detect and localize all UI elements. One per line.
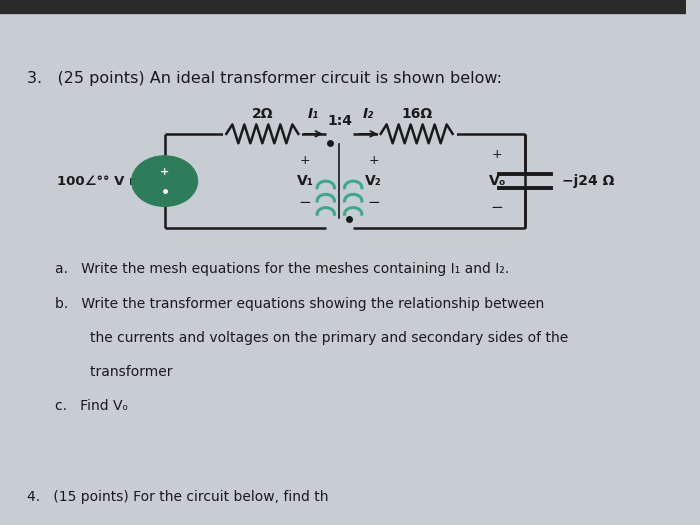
Text: a.   Write the mesh equations for the meshes containing I₁ and I₂.: a. Write the mesh equations for the mesh… [55, 262, 509, 277]
Text: −: − [368, 195, 380, 209]
Text: +: + [368, 154, 379, 166]
Text: V₁: V₁ [297, 174, 314, 188]
Text: the currents and voltages on the primary and secondary sides of the: the currents and voltages on the primary… [55, 331, 568, 345]
Text: I₁: I₁ [308, 107, 319, 121]
Text: V₂: V₂ [365, 174, 382, 188]
Text: −: − [491, 200, 503, 215]
Text: I₂: I₂ [363, 107, 374, 121]
Circle shape [132, 156, 197, 206]
Text: Vₒ: Vₒ [489, 174, 506, 188]
Text: c.   Find Vₒ: c. Find Vₒ [55, 399, 128, 413]
Text: 4.   (15 points) For the circuit below, find th: 4. (15 points) For the circuit below, fi… [27, 490, 329, 504]
Text: b.   Write the transformer equations showing the relationship between: b. Write the transformer equations showi… [55, 297, 544, 311]
Text: 2Ω: 2Ω [251, 107, 273, 121]
Bar [0, 0, 686, 13]
Text: transformer: transformer [55, 365, 172, 379]
Text: 3.   (25 points) An ideal transformer circuit is shown below:: 3. (25 points) An ideal transformer circ… [27, 71, 503, 86]
Text: +: + [300, 154, 311, 166]
Text: 1:4: 1:4 [327, 113, 352, 128]
Text: 16Ω: 16Ω [401, 107, 432, 121]
Text: −: − [299, 195, 312, 209]
Text: +: + [492, 149, 503, 161]
Text: +: + [160, 166, 169, 177]
Text: 100∠°° V rms: 100∠°° V rms [57, 175, 158, 187]
Text: −j24 Ω: −j24 Ω [562, 174, 615, 188]
